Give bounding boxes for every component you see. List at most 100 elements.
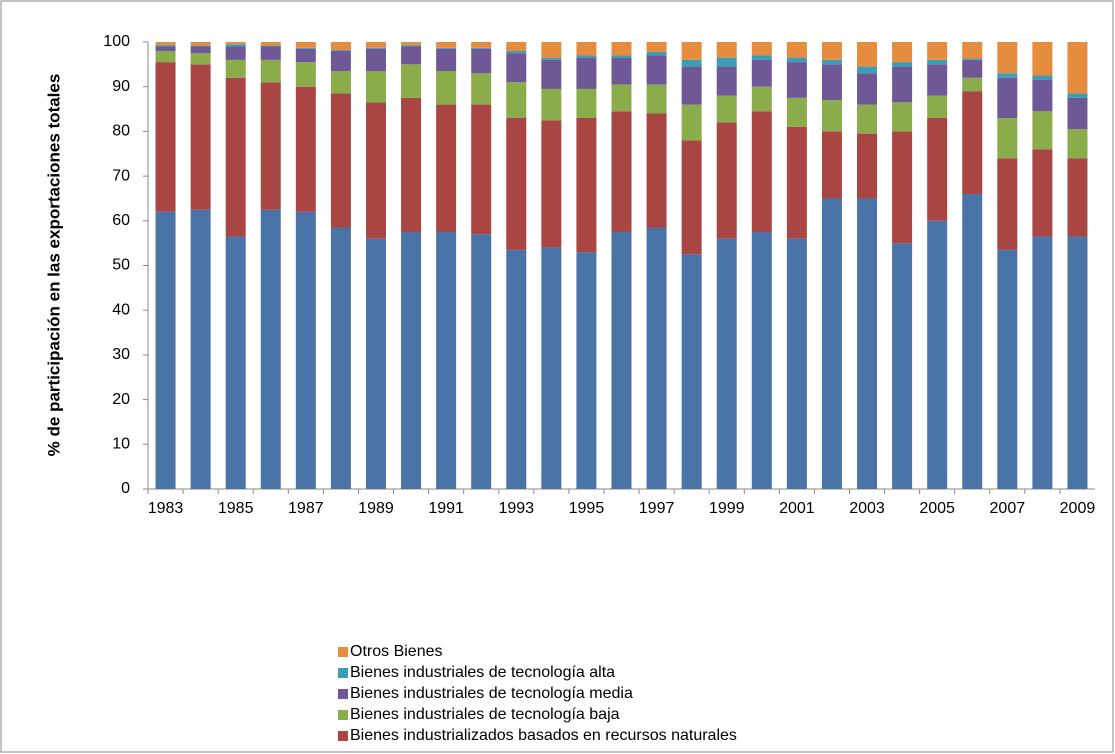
bar-segment xyxy=(436,48,457,72)
y-tick-label: 30 xyxy=(112,346,130,363)
bar-segment xyxy=(646,55,667,85)
bar-segment xyxy=(471,73,492,105)
bar-segment xyxy=(225,46,246,60)
bar-segment xyxy=(155,211,176,490)
bar-segment xyxy=(681,254,702,489)
bar-segment xyxy=(716,66,737,96)
y-tick-label: 0 xyxy=(121,480,130,497)
bar-segment xyxy=(821,64,842,101)
bar-segment xyxy=(892,243,913,489)
y-tick-label: 70 xyxy=(112,167,130,184)
bar-segment xyxy=(541,57,562,60)
bar-segment xyxy=(436,71,457,105)
bar-segment xyxy=(506,53,527,83)
bar-segment xyxy=(681,104,702,141)
x-tick-label: 2005 xyxy=(919,500,955,517)
bar-segment xyxy=(225,59,246,78)
bar-segment xyxy=(786,126,807,239)
bar-segment xyxy=(681,140,702,255)
bar-segment xyxy=(155,46,176,51)
bar-segment xyxy=(365,42,386,48)
bar-segment xyxy=(576,252,597,489)
bar-segment xyxy=(541,247,562,489)
x-tick-label: 1985 xyxy=(218,500,254,517)
bar-segment xyxy=(260,82,281,210)
bar-segment xyxy=(611,84,632,112)
bar-segment xyxy=(611,57,632,85)
bar-segment xyxy=(401,97,422,232)
bar-segment xyxy=(646,227,667,489)
bar-segment xyxy=(1067,93,1088,98)
bar-segment xyxy=(786,57,807,63)
bar-segment xyxy=(962,58,983,60)
bar-segment xyxy=(716,238,737,489)
bar-segment xyxy=(821,42,842,60)
bar-segment xyxy=(295,47,316,49)
bar-segment xyxy=(576,55,597,58)
bar-segment xyxy=(295,62,316,87)
y-tick-label: 40 xyxy=(112,301,130,318)
bar-segment xyxy=(365,48,386,72)
bar-segment xyxy=(506,50,527,54)
bar-segment xyxy=(857,198,878,489)
bar-segment xyxy=(751,59,772,87)
bar-segment xyxy=(260,46,281,60)
bar-segment xyxy=(751,111,772,232)
bar-segment xyxy=(997,117,1018,159)
bar-segment xyxy=(821,100,842,132)
x-tick-label: 2007 xyxy=(990,500,1026,517)
bar-segment xyxy=(330,71,351,94)
bar-segment xyxy=(190,53,211,65)
bar-segment xyxy=(681,59,702,67)
bar-segment xyxy=(225,42,246,45)
bar-segment xyxy=(1067,97,1088,130)
bar-segment xyxy=(962,59,983,78)
bar-segment xyxy=(295,42,316,48)
bar-segment xyxy=(857,133,878,199)
bar-segment xyxy=(962,77,983,92)
legend-swatch xyxy=(338,731,348,741)
legend-label: Bienes industriales de tecnología media xyxy=(350,685,633,702)
x-tick-label: 1991 xyxy=(428,500,464,517)
bar-segment xyxy=(576,117,597,253)
bar-segment xyxy=(962,91,983,194)
bar-segment xyxy=(751,42,772,56)
bar-segment xyxy=(401,45,422,47)
bar-segment xyxy=(330,227,351,489)
bar-segment xyxy=(1032,149,1053,237)
bar-segment xyxy=(330,50,351,72)
bar-segment xyxy=(681,66,702,105)
bar-segment xyxy=(927,64,948,96)
bar-segment xyxy=(576,88,597,118)
bar-segment xyxy=(997,73,1018,78)
legend-swatch xyxy=(338,668,348,678)
legend-swatch xyxy=(338,689,348,699)
bar-segment xyxy=(1032,75,1053,80)
bar-segment xyxy=(1032,42,1053,76)
bar-segment xyxy=(190,45,211,47)
bar-segment xyxy=(260,45,281,47)
bar-segment xyxy=(857,73,878,105)
bar-segment xyxy=(892,66,913,103)
bar-segment xyxy=(611,111,632,232)
bar-segment xyxy=(155,50,176,63)
bar-segment xyxy=(295,86,316,212)
legend-label: Otros Bienes xyxy=(350,643,442,660)
y-tick-label: 10 xyxy=(112,436,130,453)
bar-segment xyxy=(927,117,948,221)
y-tick-label: 50 xyxy=(112,257,130,274)
bar-segment xyxy=(751,231,772,489)
bar-segment xyxy=(576,42,597,56)
bar-segment xyxy=(295,48,316,63)
bar-segment xyxy=(892,102,913,132)
bar-segment xyxy=(646,51,667,56)
bar-segment xyxy=(471,234,492,489)
bar-segment xyxy=(1067,42,1088,94)
bar-segment xyxy=(927,42,948,60)
bar-segment xyxy=(541,42,562,58)
bar-segment xyxy=(611,55,632,58)
x-tick-label: 1983 xyxy=(148,500,184,517)
x-tick-label: 2009 xyxy=(1060,500,1096,517)
y-axis-title: % de participación en las exportaciones … xyxy=(44,74,63,457)
